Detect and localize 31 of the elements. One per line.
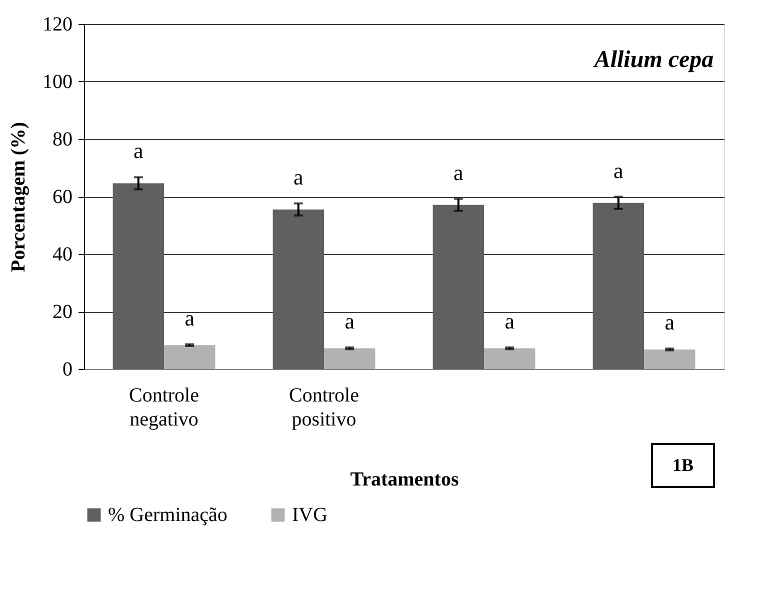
- y-tick-label: 40: [52, 244, 72, 266]
- data-label: a: [504, 308, 515, 334]
- bar: [592, 202, 644, 369]
- y-tick-label: 60: [52, 186, 72, 208]
- y-tick-label: 20: [52, 301, 72, 323]
- bar: [164, 345, 216, 369]
- y-tick-label: 100: [42, 71, 72, 93]
- data-label: a: [184, 305, 195, 330]
- bar: [644, 349, 696, 369]
- data-label: a: [664, 310, 675, 335]
- data-label: a: [614, 158, 624, 183]
- x-tick-label: Controle negativo: [129, 384, 200, 430]
- data-label: a: [454, 160, 464, 185]
- y-tick-label: 120: [42, 14, 72, 36]
- bar: [324, 348, 376, 369]
- legend-label: IVG: [292, 504, 328, 526]
- bar: [484, 348, 536, 369]
- bar: [272, 209, 324, 369]
- annotation: Allium cepa: [592, 47, 714, 73]
- y-tick-label: 80: [52, 128, 72, 150]
- x-axis-title: Tratamentos: [350, 468, 459, 490]
- x-tick-label: Controle positivo: [289, 384, 360, 430]
- data-label: a: [344, 308, 355, 334]
- text: 1B: [672, 455, 694, 475]
- data-label: a: [294, 164, 304, 190]
- y-axis-title: Porcentagem (%): [8, 122, 30, 272]
- y-tick-label: 0: [62, 358, 72, 380]
- bar: [432, 204, 484, 369]
- bar: [112, 183, 164, 369]
- data-label: a: [134, 138, 144, 164]
- legend-label: % Germinação: [108, 504, 228, 526]
